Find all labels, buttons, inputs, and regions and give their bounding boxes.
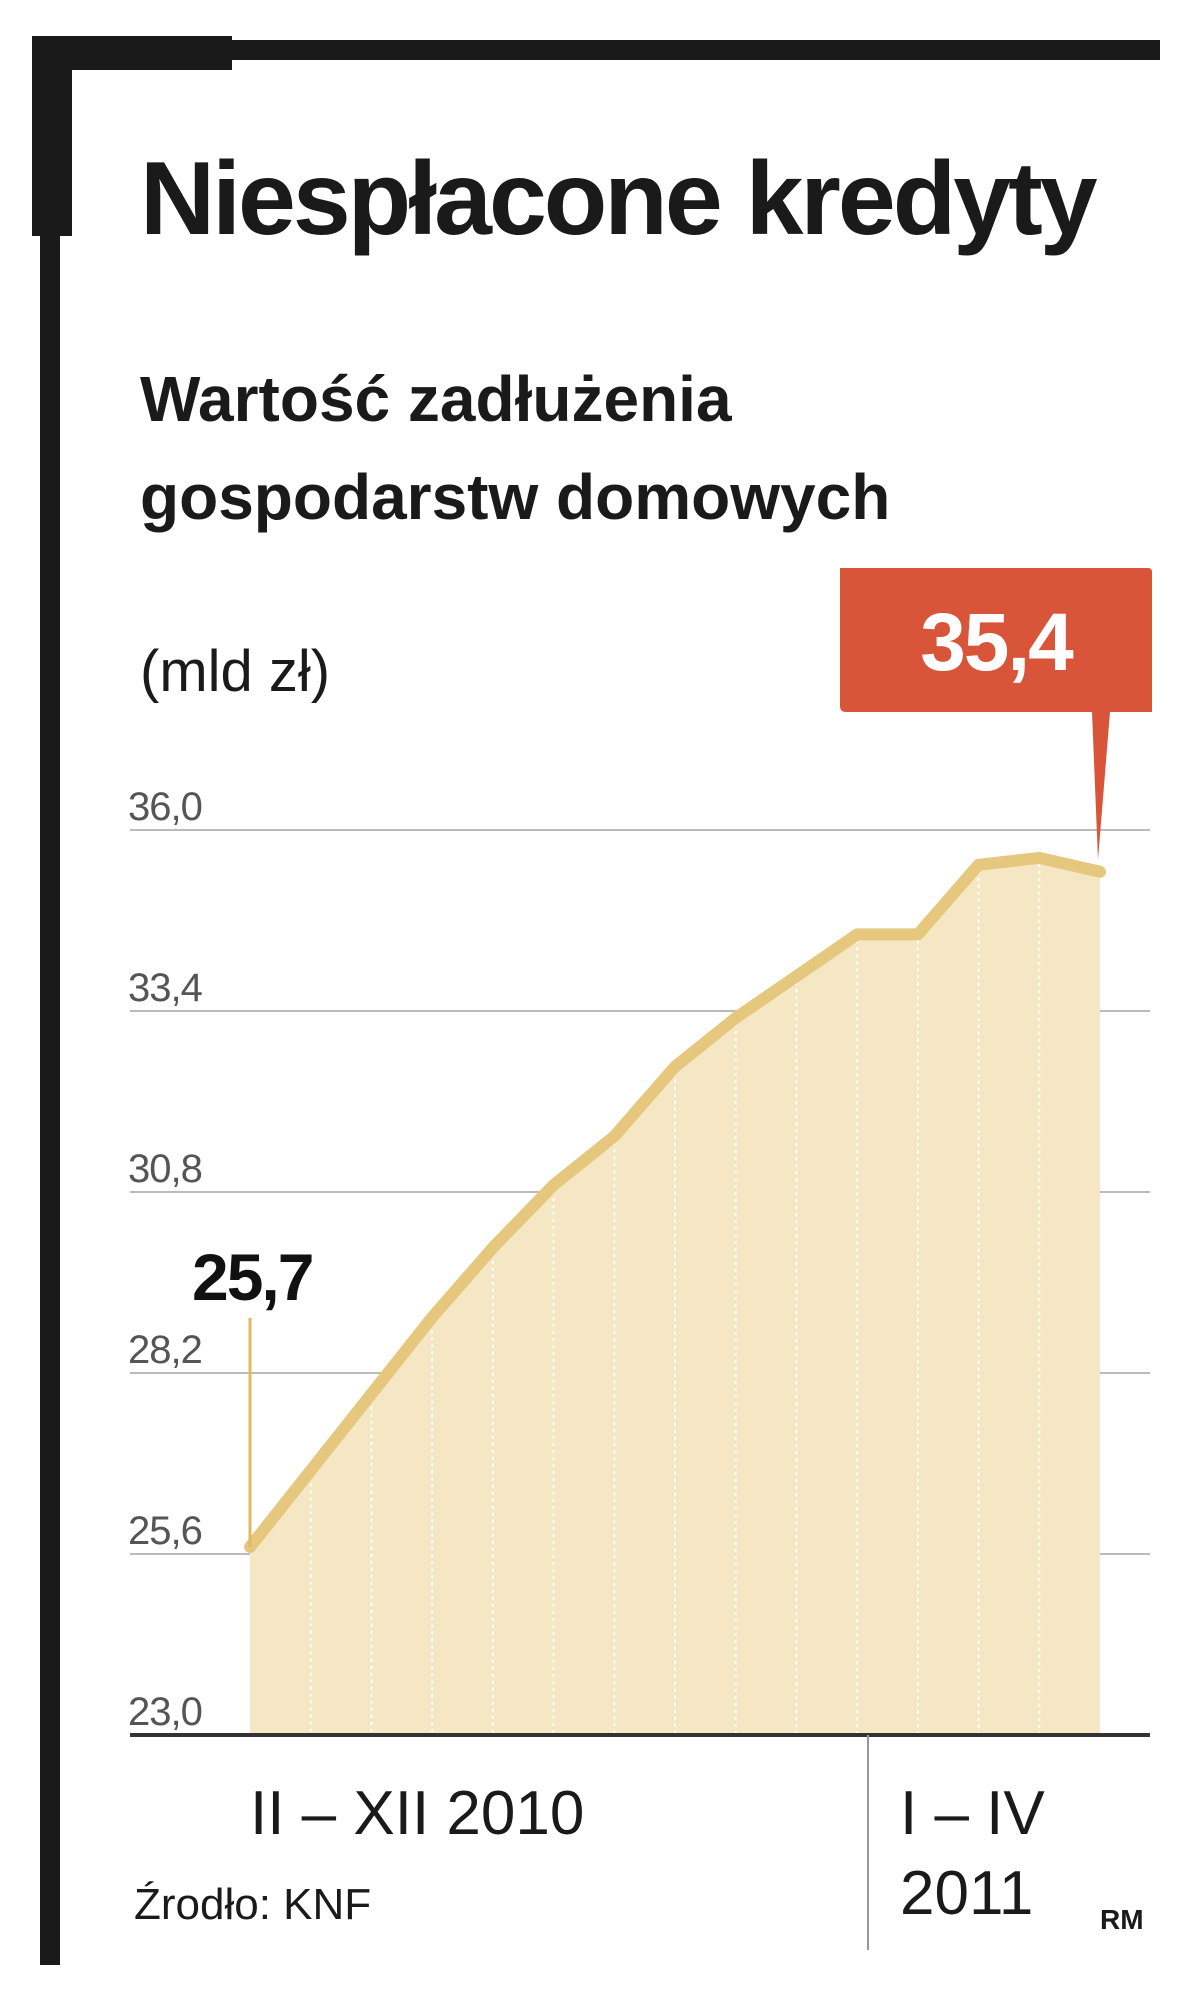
data-point bbox=[613, 1135, 616, 1138]
chart-subtitle: Wartość zadłużenia gospodarstw domowych bbox=[140, 363, 891, 533]
chart-title: Niespłacone kredyty bbox=[140, 141, 1098, 257]
area-fill bbox=[250, 857, 1100, 1735]
y-tick-label: 30,8 bbox=[128, 1147, 202, 1191]
data-point bbox=[795, 975, 798, 978]
x-group-label-2010: II – XII 2010 bbox=[250, 1779, 585, 1848]
data-point bbox=[977, 863, 980, 866]
y-tick-label: 36,0 bbox=[128, 785, 202, 829]
author-credit: RM bbox=[1100, 1904, 1144, 1935]
data-point bbox=[734, 1016, 737, 1019]
x-group-label-2011-months: I – IV bbox=[900, 1779, 1045, 1848]
data-point bbox=[856, 933, 859, 936]
data-point bbox=[674, 1065, 676, 1068]
start-value-label: 25,7 bbox=[192, 1240, 312, 1314]
data-point bbox=[491, 1246, 494, 1249]
x-group-label-2011-year: 2011 bbox=[900, 1859, 1034, 1928]
data-point bbox=[370, 1392, 373, 1395]
data-point bbox=[1038, 856, 1041, 859]
frame-left-bar bbox=[40, 40, 60, 1965]
data-point bbox=[916, 933, 919, 936]
y-tick-label: 25,6 bbox=[128, 1509, 202, 1553]
y-tick-label: 28,2 bbox=[128, 1328, 202, 1372]
y-tick-label: 23,0 bbox=[128, 1690, 202, 1734]
data-point bbox=[552, 1184, 555, 1187]
y-tick-label: 33,4 bbox=[128, 966, 203, 1010]
data-point bbox=[309, 1469, 312, 1472]
data-point bbox=[1099, 870, 1101, 873]
unit-label: (mld zł) bbox=[140, 639, 331, 704]
frame-top-bar bbox=[40, 40, 1160, 60]
source-note: Źrodło: KNF bbox=[134, 1880, 372, 1929]
end-callout-box bbox=[840, 568, 1152, 860]
data-point bbox=[431, 1316, 434, 1319]
end-value-label: 35,4 bbox=[920, 597, 1074, 688]
frame-corner-block-side bbox=[32, 36, 72, 236]
